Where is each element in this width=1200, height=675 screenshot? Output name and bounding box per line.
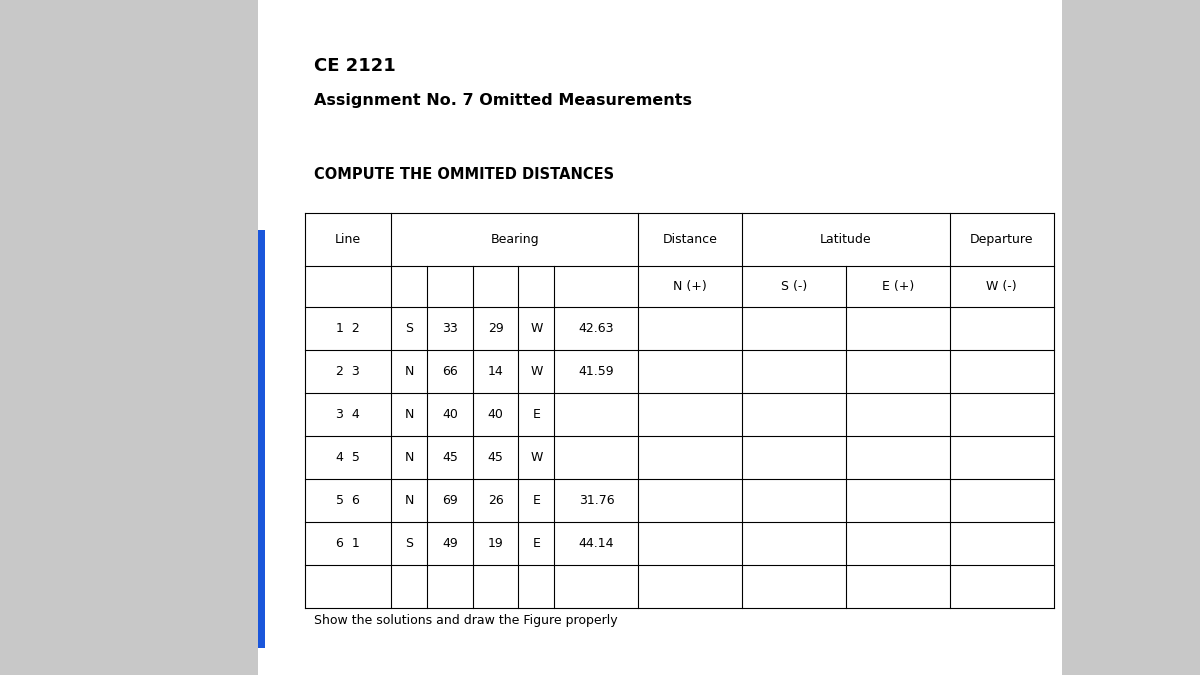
Text: Show the solutions and draw the Figure properly: Show the solutions and draw the Figure p… [314,614,618,627]
Text: S: S [406,537,413,549]
Text: E: E [533,494,540,507]
Text: 41.59: 41.59 [578,365,614,378]
Text: S (-): S (-) [781,280,808,293]
Text: Departure: Departure [970,233,1033,246]
Text: Line: Line [335,233,361,246]
Text: 6  1: 6 1 [336,537,360,549]
Text: 66: 66 [442,365,458,378]
Text: 4  5: 4 5 [336,451,360,464]
Text: N: N [404,408,414,421]
Text: N: N [404,451,414,464]
Text: W (-): W (-) [986,280,1018,293]
Text: W: W [530,451,542,464]
Text: N: N [404,365,414,378]
Text: S: S [406,323,413,335]
Text: 40: 40 [487,408,504,421]
Text: Bearing: Bearing [491,233,539,246]
Text: 42.63: 42.63 [578,323,614,335]
Text: E (+): E (+) [882,280,914,293]
Text: CE 2121: CE 2121 [314,57,396,75]
Text: N (+): N (+) [673,280,707,293]
Text: W: W [530,323,542,335]
Text: 45: 45 [487,451,504,464]
Text: W: W [530,365,542,378]
Text: E: E [533,408,540,421]
Text: 29: 29 [487,323,504,335]
Text: E: E [533,537,540,549]
Text: 49: 49 [442,537,458,549]
Text: 3  4: 3 4 [336,408,360,421]
Text: Distance: Distance [662,233,718,246]
Text: N: N [404,494,414,507]
Text: 5  6: 5 6 [336,494,360,507]
Text: COMPUTE THE OMMITED DISTANCES: COMPUTE THE OMMITED DISTANCES [314,167,614,182]
Text: Latitude: Latitude [820,233,872,246]
Text: 45: 45 [442,451,458,464]
Text: 14: 14 [487,365,504,378]
Text: 33: 33 [442,323,458,335]
Text: 1  2: 1 2 [336,323,360,335]
Text: 31.76: 31.76 [578,494,614,507]
Text: Assignment No. 7 Omitted Measurements: Assignment No. 7 Omitted Measurements [314,92,692,107]
Text: 2  3: 2 3 [336,365,360,378]
Text: 69: 69 [442,494,458,507]
Text: 26: 26 [487,494,504,507]
Text: 40: 40 [442,408,458,421]
Text: 19: 19 [487,537,504,549]
Text: 44.14: 44.14 [578,537,614,549]
